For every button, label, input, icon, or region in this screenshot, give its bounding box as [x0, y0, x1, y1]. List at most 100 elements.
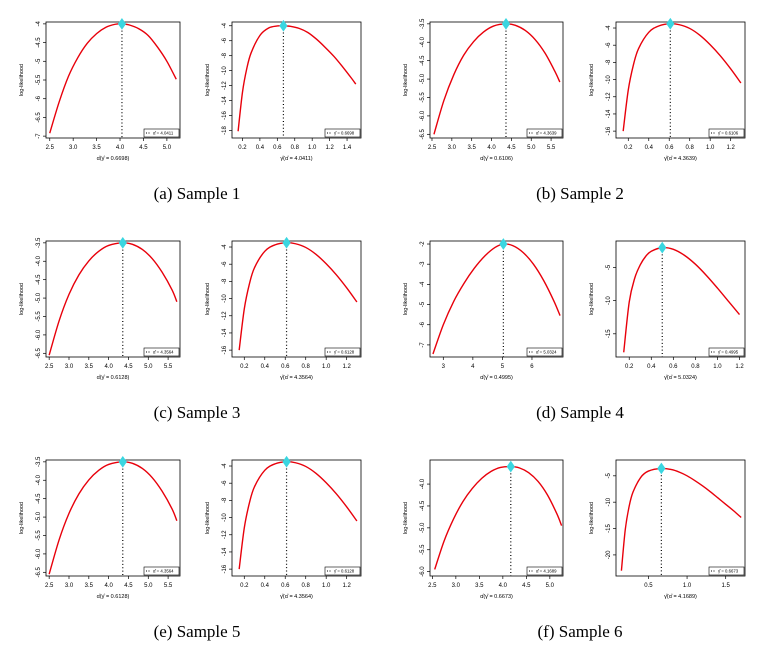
chart-1: 2.5 3.0 3.5 4.0 4.5 5.0 α̂(γ̂ = 0.6698) -7 -6.5 -…	[19, 17, 181, 162]
y-tick-label: -10	[606, 296, 612, 305]
likelihood-curve	[48, 461, 178, 575]
legend-box	[708, 566, 745, 576]
plot-frame	[45, 459, 181, 577]
y-tick-label: -12	[222, 81, 228, 90]
y-tick-label: -6.5	[36, 347, 42, 358]
legend-box	[526, 347, 563, 357]
x-axis-label: γ̂(α̂ = 4.3564)	[280, 594, 313, 600]
plot-frame	[231, 459, 362, 577]
y-tick-label: -6	[222, 261, 228, 267]
mle-marker	[501, 17, 511, 30]
legend-text: γ̂ = 0.6128	[334, 350, 355, 355]
x-tick-label: 1.2	[735, 364, 744, 370]
caption-sample-4: (d) Sample 4	[536, 403, 624, 422]
x-axis-label: γ̂(α̂ = 5.0324)	[664, 375, 697, 381]
x-tick-label: 1.0	[713, 364, 722, 370]
chart-7: 3 4 5 6 α̂(γ̂ = 0.4995) -7 -6 -5 -4 -3 -2 log-likel…	[403, 238, 564, 381]
x-tick-label: 0.4	[261, 364, 270, 370]
plot-frame	[231, 240, 362, 358]
legend-box	[708, 347, 745, 357]
legend-text: α̂ = 4.3639	[536, 131, 557, 136]
legend-text: γ̂ = 0.6128	[334, 569, 355, 574]
x-tick-label: 1.0	[308, 145, 317, 151]
caption-sample-1: (a) Sample 1	[153, 184, 241, 203]
x-tick-label: 0.8	[686, 145, 695, 151]
legend-text: γ̂ = 0.6673	[718, 569, 739, 574]
y-tick-label: -14	[222, 328, 228, 337]
y-axis-label: log-likelihood	[589, 283, 595, 315]
caption-sample-3: (c) Sample 3	[153, 403, 241, 422]
legend-text: γ̂ = 0.6698	[334, 131, 355, 136]
x-tick-label: 3.0	[69, 145, 78, 151]
x-tick-label: 2.5	[428, 583, 437, 589]
x-axis-label: α̂(γ̂ = 0.6106)	[480, 156, 513, 162]
x-tick-label: 4.5	[124, 364, 133, 370]
y-tick-label: -10	[606, 497, 612, 506]
legend-text: γ̂ = 0.4995	[718, 350, 739, 355]
y-tick-label: -8	[222, 52, 228, 58]
caption-sample-5: (e) Sample 5	[153, 622, 241, 641]
likelihood-curve	[432, 243, 561, 355]
y-tick-label: -6.0	[36, 548, 42, 559]
likelihood-curve	[433, 23, 561, 135]
y-axis-label: log-likelihood	[403, 283, 409, 315]
x-tick-label: 1.0	[322, 583, 331, 589]
legend-box	[143, 128, 180, 138]
y-tick-label: -7	[36, 133, 42, 139]
y-tick-label: -6	[606, 42, 612, 48]
y-tick-label: -3.5	[36, 456, 42, 467]
y-tick-label: -5.0	[420, 522, 426, 533]
x-tick-label: 4.0	[499, 583, 508, 589]
x-tick-label: 4.5	[522, 583, 531, 589]
likelihood-curve	[238, 460, 358, 570]
x-tick-label: 5.5	[164, 583, 173, 589]
caption-sample-2: (b) Sample 2	[536, 184, 624, 203]
likelihood-curve	[620, 467, 742, 571]
x-tick-label: 1.0	[683, 583, 692, 589]
likelihood-curve	[237, 24, 357, 132]
y-tick-label: -4	[420, 281, 426, 287]
chart-9: 2.5 3.0 3.5 4.0 4.5 5.0 5.5 α̂(γ̂ = 0.6128) -6.5…	[19, 455, 181, 600]
x-tick-label: 5	[501, 364, 505, 370]
x-tick-label: 0.8	[291, 145, 300, 151]
likelihood-curve	[49, 23, 177, 134]
y-tick-label: -6.0	[36, 329, 42, 340]
x-tick-label: 0.2	[240, 583, 249, 589]
legend-text: α̂ = 5.0324	[536, 350, 557, 355]
x-tick-label: 0.4	[261, 583, 270, 589]
y-axis-label: log-likelihood	[19, 283, 25, 315]
chart-8: 0.2 0.4 0.6 0.8 1.0 1.2 γ̂(α̂ = 5.0324) -15 -10 -…	[589, 240, 746, 381]
y-tick-label: -6.0	[420, 110, 426, 121]
y-tick-label: -6	[222, 480, 228, 486]
y-tick-label: -5.5	[420, 92, 426, 103]
mle-marker	[658, 241, 667, 254]
x-tick-label: 0.6	[665, 145, 674, 151]
legend-text: α̂ = 4.0411	[153, 131, 174, 136]
y-tick-label: -5.0	[36, 292, 42, 303]
y-tick-label: -5.0	[36, 511, 42, 522]
y-tick-label: -3.5	[420, 18, 426, 29]
legend-text: α̂ = 4.3564	[153, 350, 174, 355]
y-tick-label: -16	[222, 111, 228, 120]
chart-10: 0.2 0.4 0.6 0.8 1.0 1.2 γ̂(α̂ = 4.3564) -16 -14 -…	[205, 455, 362, 600]
caption-sample-6: (f) Sample 6	[537, 622, 623, 641]
y-tick-label: -20	[606, 550, 612, 559]
x-tick-label: 0.6	[273, 145, 282, 151]
y-tick-label: -6.5	[36, 566, 42, 577]
x-tick-label: 2.5	[45, 583, 54, 589]
plot-frame	[615, 459, 746, 577]
y-tick-label: -2	[420, 241, 426, 247]
x-tick-label: 5.0	[546, 583, 555, 589]
y-tick-label: -4.5	[36, 37, 42, 48]
x-tick-label: 0.8	[302, 583, 311, 589]
y-tick-label: -7	[420, 342, 426, 348]
mle-marker	[282, 455, 291, 468]
x-tick-label: 4	[471, 364, 475, 370]
x-tick-label: 0.6	[281, 364, 290, 370]
x-tick-label: 0.2	[238, 145, 247, 151]
x-tick-label: 0.6	[669, 364, 678, 370]
y-tick-label: -15	[606, 329, 612, 338]
x-tick-label: 5.0	[144, 583, 153, 589]
y-tick-label: -8	[222, 497, 228, 503]
